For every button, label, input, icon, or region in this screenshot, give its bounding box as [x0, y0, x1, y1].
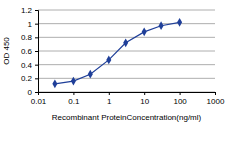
marker: [123, 38, 128, 47]
y-tick-label: 1.2: [21, 6, 33, 15]
grid-line: [38, 37, 215, 38]
marker: [106, 56, 111, 65]
marker: [142, 28, 147, 37]
x-tick: 0.1: [68, 92, 80, 106]
y-axis: 00.20.40.60.811.2: [21, 6, 39, 97]
grid-line: [38, 23, 215, 24]
x-tick-label: 100: [173, 97, 187, 106]
y-tick-mark: [35, 51, 38, 52]
y-tick: 0.2: [21, 74, 38, 83]
x-tick-label: 0.1: [68, 97, 80, 106]
y-tick-mark: [35, 37, 38, 38]
y-tick-mark: [35, 24, 38, 25]
chart: 00.20.40.60.811.20.010.11101001000Recomb…: [0, 0, 225, 150]
y-tick-label: 0.6: [21, 47, 33, 56]
y-axis-line: [35, 11, 39, 93]
x-tick-mark: [73, 92, 74, 95]
marker: [52, 79, 57, 88]
x-tick-mark: [109, 92, 110, 95]
x-axis-title: Recombinant ProteinConcentration(ng/ml): [52, 113, 202, 122]
x-tick-label: 1: [107, 97, 112, 106]
grid-line: [38, 64, 215, 65]
series-line: [55, 22, 180, 84]
y-tick-label: 0.4: [21, 61, 33, 70]
x-tick-mark: [38, 92, 39, 95]
plot-area: [52, 18, 182, 88]
x-tick: 1000: [207, 92, 225, 106]
grid-line: [38, 51, 215, 52]
x-tick-mark: [215, 92, 216, 95]
y-tick: 0.6: [21, 47, 38, 56]
x-tick: 0.01: [31, 92, 47, 106]
y-tick-label: 0.2: [21, 74, 33, 83]
y-tick: 0.8: [21, 33, 38, 42]
y-tick: 0.4: [21, 61, 38, 70]
x-tick: 100: [173, 92, 187, 106]
x-tick-label: 10: [140, 97, 149, 106]
x-tick-label: 1000: [207, 97, 225, 106]
y-tick: 1.2: [21, 6, 38, 15]
y-tick-label: 1: [28, 20, 33, 29]
y-axis-title: OD 450: [2, 37, 11, 65]
marker: [71, 77, 76, 86]
y-tick-mark: [35, 92, 38, 93]
x-tick-mark: [144, 92, 145, 95]
y-tick-label: 0.8: [21, 33, 33, 42]
y-tick-mark: [35, 78, 38, 79]
y-tick-mark: [35, 10, 38, 11]
x-axis-line: [39, 93, 216, 96]
grid-line: [38, 78, 215, 79]
x-tick: 1: [107, 92, 112, 106]
marker: [177, 18, 182, 27]
x-axis: 0.01 0.1 1 10 100 1000: [31, 92, 225, 106]
grid-line: [38, 10, 215, 11]
y-tick-mark: [35, 65, 38, 66]
x-tick: 10: [140, 92, 149, 106]
marker: [88, 70, 93, 79]
x-tick-mark: [180, 92, 181, 95]
grid: [38, 10, 215, 92]
marker: [159, 21, 164, 30]
y-tick: 1: [28, 20, 38, 29]
x-tick-label: 0.01: [31, 97, 47, 106]
